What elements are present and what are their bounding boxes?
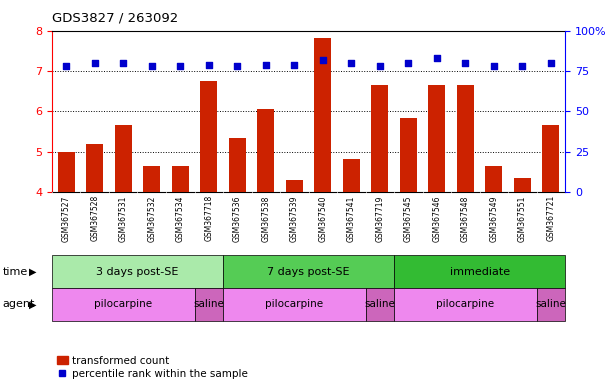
Legend: transformed count, percentile rank within the sample: transformed count, percentile rank withi… bbox=[57, 356, 247, 379]
Point bbox=[346, 60, 356, 66]
Text: GSM367551: GSM367551 bbox=[518, 195, 527, 242]
Bar bbox=[485, 166, 502, 192]
Point bbox=[175, 63, 185, 69]
Text: 7 days post-SE: 7 days post-SE bbox=[267, 266, 350, 277]
Text: ▶: ▶ bbox=[29, 299, 37, 310]
Point bbox=[403, 60, 413, 66]
Text: GSM367548: GSM367548 bbox=[461, 195, 470, 242]
Point bbox=[461, 60, 470, 66]
Text: time: time bbox=[2, 266, 27, 277]
Bar bbox=[257, 109, 274, 192]
Text: GSM367540: GSM367540 bbox=[318, 195, 327, 242]
Text: saline: saline bbox=[193, 299, 224, 310]
Text: GSM367549: GSM367549 bbox=[489, 195, 499, 242]
Point bbox=[204, 61, 214, 68]
Point bbox=[147, 63, 156, 69]
Bar bbox=[86, 144, 103, 192]
Bar bbox=[428, 85, 445, 192]
Bar bbox=[371, 85, 389, 192]
Bar bbox=[457, 85, 474, 192]
Text: GSM367532: GSM367532 bbox=[147, 195, 156, 242]
Text: GSM367536: GSM367536 bbox=[233, 195, 242, 242]
Text: pilocarpine: pilocarpine bbox=[436, 299, 494, 310]
Text: saline: saline bbox=[364, 299, 395, 310]
Text: GSM367721: GSM367721 bbox=[546, 195, 555, 242]
Point bbox=[489, 63, 499, 69]
Point bbox=[432, 55, 442, 61]
Point bbox=[90, 60, 100, 66]
Text: pilocarpine: pilocarpine bbox=[94, 299, 152, 310]
Bar bbox=[514, 178, 531, 192]
Point bbox=[119, 60, 128, 66]
Bar bbox=[115, 126, 132, 192]
Text: GSM367539: GSM367539 bbox=[290, 195, 299, 242]
Bar bbox=[143, 166, 160, 192]
Text: GSM367719: GSM367719 bbox=[375, 195, 384, 242]
Point bbox=[375, 63, 385, 69]
Text: GSM367546: GSM367546 bbox=[433, 195, 441, 242]
Bar bbox=[172, 166, 189, 192]
Bar bbox=[400, 118, 417, 192]
Bar bbox=[314, 38, 331, 192]
Text: 3 days post-SE: 3 days post-SE bbox=[97, 266, 178, 277]
Point bbox=[546, 60, 556, 66]
Text: GSM367531: GSM367531 bbox=[119, 195, 128, 242]
Text: GSM367541: GSM367541 bbox=[347, 195, 356, 242]
Text: immediate: immediate bbox=[450, 266, 510, 277]
Point bbox=[261, 61, 271, 68]
Text: GSM367545: GSM367545 bbox=[404, 195, 413, 242]
Text: GSM367538: GSM367538 bbox=[262, 195, 270, 242]
Text: GSM367528: GSM367528 bbox=[90, 195, 99, 242]
Text: saline: saline bbox=[535, 299, 566, 310]
Text: GSM367534: GSM367534 bbox=[176, 195, 185, 242]
Text: GSM367718: GSM367718 bbox=[204, 195, 213, 242]
Bar bbox=[57, 152, 75, 192]
Text: GDS3827 / 263092: GDS3827 / 263092 bbox=[52, 12, 178, 25]
Point bbox=[318, 57, 327, 63]
Bar bbox=[200, 81, 218, 192]
Bar bbox=[343, 159, 360, 192]
Text: agent: agent bbox=[2, 299, 35, 310]
Bar bbox=[229, 137, 246, 192]
Text: pilocarpine: pilocarpine bbox=[265, 299, 323, 310]
Point bbox=[518, 63, 527, 69]
Bar bbox=[543, 126, 560, 192]
Text: ▶: ▶ bbox=[29, 266, 37, 277]
Text: GSM367527: GSM367527 bbox=[62, 195, 71, 242]
Point bbox=[61, 63, 71, 69]
Bar bbox=[286, 180, 303, 192]
Point bbox=[290, 61, 299, 68]
Point bbox=[232, 63, 242, 69]
